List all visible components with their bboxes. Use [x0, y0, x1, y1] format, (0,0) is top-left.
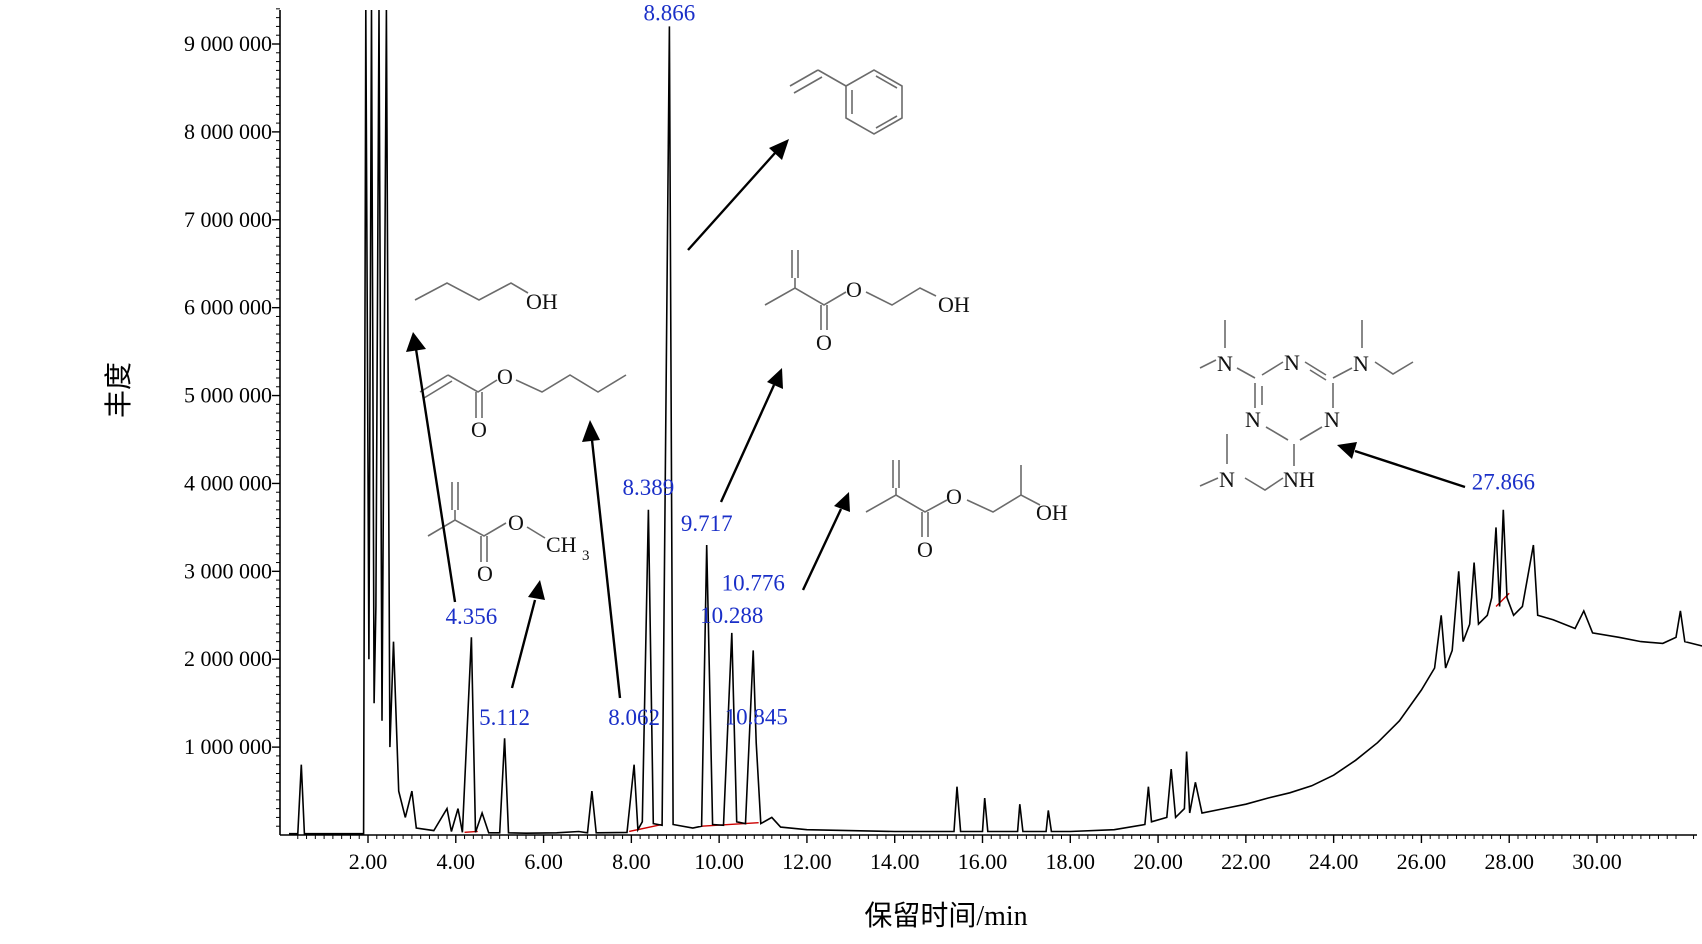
arrow-hpma-head [834, 492, 850, 512]
x-tick-label: 14.00 [870, 849, 920, 874]
x-tick-label: 30.00 [1572, 849, 1622, 874]
triazine-nme2-left-n: N [1217, 351, 1233, 376]
triazine-ring-n-top: N [1284, 350, 1300, 375]
y-tick-label: 3 000 000 [184, 558, 272, 583]
structure-triazine: N N N N N NH N [1199, 320, 1414, 492]
structure-methyl-methacrylate: O O CH 3 [427, 482, 590, 586]
hema-ester-o: O [846, 277, 862, 302]
peak-label: 10.845 [725, 704, 788, 729]
minor-ticks [276, 8, 1695, 839]
triazine-ring-n-left: N [1245, 407, 1261, 432]
x-tick-label: 8.00 [612, 849, 651, 874]
hpma-ester-o: O [946, 484, 962, 509]
arrow-butyl-acrylate-head [582, 420, 600, 442]
peak-label: 5.112 [479, 705, 530, 730]
arrow-hema-head [767, 368, 783, 389]
arrow-triazine-head [1337, 442, 1357, 459]
arrow-mma [510, 599, 537, 689]
triazine-chain-n: N [1219, 467, 1235, 492]
y-tick-label: 9 000 000 [184, 31, 272, 56]
peak-label: 27.866 [1472, 470, 1535, 495]
baseline-segment [701, 821, 759, 827]
peak-label: 8.389 [623, 475, 675, 500]
y-tick-label: 4 000 000 [184, 470, 272, 495]
peak-labels: 4.356 5.112 8.062 8.389 8.866 9.717 10.288 10.7… [446, 0, 1535, 730]
y-tick-label: 7 000 000 [184, 207, 272, 232]
structure-styrene [789, 69, 903, 135]
peak-label: 8.062 [608, 705, 660, 730]
arrow-hpma [801, 508, 843, 591]
arrow-butanol-head [406, 332, 426, 352]
x-tick-label: 16.00 [958, 849, 1008, 874]
baseline-segment [629, 823, 663, 833]
x-tick-label: 12.00 [782, 849, 832, 874]
peak-label: 10.288 [700, 603, 763, 628]
x-tick-label: 18.00 [1046, 849, 1096, 874]
y-axis-title: 丰度 [103, 362, 135, 418]
x-tick-label: 2.00 [349, 849, 388, 874]
x-tick-label: 28.00 [1484, 849, 1534, 874]
x-tick-label: 6.00 [524, 849, 563, 874]
mma-carbonyl-o: O [477, 561, 493, 586]
mma-ch3-subscript: 3 [582, 548, 590, 564]
x-tick-label: 4.00 [437, 849, 476, 874]
arrows [406, 139, 1466, 699]
y-tick-label: 5 000 000 [184, 383, 272, 408]
butyl-acrylate-ester-o: O [497, 364, 513, 389]
x-tick-label: 22.00 [1221, 849, 1271, 874]
x-tick-label: 24.00 [1309, 849, 1359, 874]
hema-carbonyl-o: O [816, 330, 832, 355]
triazine-nme2-right-n: N [1353, 351, 1369, 376]
arrow-hema [719, 384, 776, 503]
peak-label: 4.356 [446, 604, 498, 629]
arrow-butanol [414, 348, 457, 603]
structure-hema: O O OH [764, 250, 970, 355]
peak-label: 8.866 [643, 0, 695, 25]
y-axis-ticks: 1 000 000 2 000 000 3 000 000 4 000 000 5 00… [184, 31, 280, 759]
mma-ester-o: O [508, 510, 524, 535]
arrow-triazine [1354, 449, 1466, 489]
hema-oh-label: OH [938, 292, 970, 317]
y-tick-label: 6 000 000 [184, 295, 272, 320]
mma-ch3-label: CH [546, 532, 577, 557]
x-tick-label: 20.00 [1133, 849, 1183, 874]
triazine-nh-label: NH [1283, 467, 1315, 492]
y-tick-label: 2 000 000 [184, 646, 272, 671]
x-tick-label: 10.00 [694, 849, 744, 874]
x-axis-title: 保留时间/min [864, 900, 1027, 932]
y-tick-label: 8 000 000 [184, 119, 272, 144]
peak-label: 9.717 [681, 511, 733, 536]
arrow-butyl-acrylate [590, 439, 622, 699]
hpma-carbonyl-o: O [917, 537, 933, 562]
hpma-oh-label: OH [1036, 500, 1068, 525]
peak-label: 10.776 [722, 571, 785, 596]
triazine-ring-n-right: N [1324, 407, 1340, 432]
structure-butanol: OH [414, 282, 558, 314]
chromatogram-trace [289, 9, 1702, 835]
butyl-acrylate-carbonyl-o: O [471, 417, 487, 442]
y-tick-label: 1 000 000 [184, 734, 272, 759]
structure-hpma: O O OH [865, 460, 1068, 562]
x-axis-ticks: 2.00 4.00 6.00 8.00 10.00 12.00 14.00 16.00 18.0… [349, 835, 1622, 874]
x-tick-label: 26.00 [1397, 849, 1447, 874]
arrow-styrene-head [769, 139, 789, 160]
arrow-styrene [687, 152, 776, 251]
butanol-oh-label: OH [526, 289, 558, 314]
arrow-mma-head [528, 580, 545, 600]
structure-butyl-acrylate: O O [419, 364, 627, 442]
